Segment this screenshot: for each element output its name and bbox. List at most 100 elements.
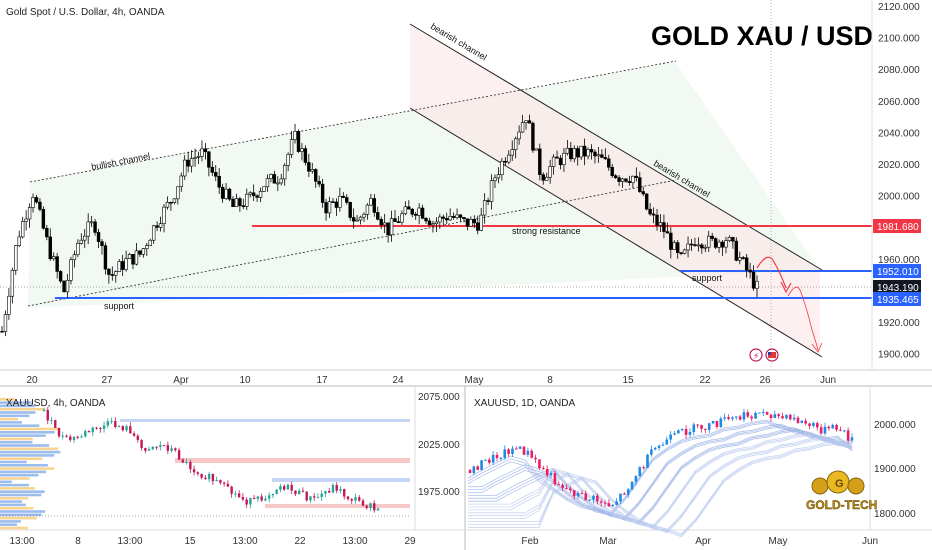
candle-body bbox=[310, 169, 314, 172]
ema-line bbox=[468, 425, 853, 520]
candle-body bbox=[314, 169, 318, 182]
volume-bar bbox=[0, 523, 17, 526]
candle-body bbox=[665, 231, 670, 234]
volume-profile bbox=[0, 398, 61, 530]
right-candle-body bbox=[673, 433, 676, 435]
candle-body bbox=[655, 214, 659, 226]
candle-body bbox=[624, 178, 628, 182]
volume-bar bbox=[0, 398, 15, 401]
right-candle-body bbox=[831, 424, 835, 429]
left-candle-body bbox=[72, 436, 76, 441]
volume-bar bbox=[0, 497, 29, 500]
right-candle-body bbox=[499, 457, 503, 459]
right-candle-body bbox=[796, 417, 800, 423]
volume-bar bbox=[0, 444, 50, 447]
candle-body bbox=[324, 202, 328, 214]
right-candle-body bbox=[650, 449, 653, 455]
right-candle-body bbox=[599, 501, 603, 503]
left-candle-body bbox=[46, 409, 49, 421]
right-candle-body bbox=[576, 493, 580, 497]
candle-body bbox=[127, 253, 132, 259]
right-candle-body bbox=[850, 437, 854, 441]
candle-body bbox=[500, 160, 504, 176]
candle-body bbox=[214, 172, 218, 177]
right-candle-body bbox=[515, 448, 518, 450]
chart-title: Gold Spot / U.S. Dollar, 4h, OANDA bbox=[6, 7, 165, 18]
right-candle-body bbox=[553, 473, 557, 485]
volume-bar bbox=[0, 434, 46, 437]
candle-body bbox=[110, 274, 115, 276]
right-candle-body bbox=[491, 454, 495, 463]
right-x-axis: Feb Mar Apr May Jun bbox=[521, 536, 878, 547]
right-x-tick: May bbox=[769, 536, 788, 547]
left-candle-body bbox=[207, 473, 211, 480]
left-x-tick: 22 bbox=[294, 536, 306, 547]
candle-body bbox=[331, 201, 335, 203]
right-candle-body bbox=[800, 420, 804, 423]
candle-body bbox=[376, 212, 380, 220]
candle-body bbox=[434, 221, 439, 225]
candle-body bbox=[327, 201, 332, 214]
left-panel-title: XAUUSD, 4h, OANDA bbox=[6, 398, 106, 409]
candle-body bbox=[644, 193, 649, 210]
candle-body bbox=[396, 221, 401, 223]
right-candle-body bbox=[835, 424, 838, 430]
left-candle-body bbox=[114, 421, 117, 428]
candle-body bbox=[669, 232, 673, 250]
candle-body bbox=[69, 259, 73, 281]
candle-body bbox=[617, 177, 621, 182]
candle-body bbox=[703, 246, 707, 249]
candle-body bbox=[55, 256, 59, 272]
candle-body bbox=[731, 237, 735, 242]
candle-body bbox=[131, 253, 135, 265]
right-candle-body bbox=[680, 429, 684, 431]
left-candle-body bbox=[181, 459, 185, 463]
candle-body bbox=[472, 219, 477, 224]
candle-body bbox=[393, 218, 397, 222]
candle-body bbox=[486, 200, 490, 202]
volume-bar bbox=[0, 414, 30, 418]
right-candle-body bbox=[684, 429, 688, 435]
candle-body bbox=[424, 218, 428, 222]
candle-body bbox=[672, 242, 676, 250]
left-candle-body bbox=[305, 491, 308, 501]
volume-bar bbox=[0, 470, 46, 474]
candle-body bbox=[579, 145, 583, 158]
ema-line bbox=[468, 440, 853, 535]
candle-body bbox=[62, 280, 66, 293]
y-tick-label: 2040.000 bbox=[878, 128, 920, 139]
lightning-event-icon[interactable] bbox=[749, 348, 763, 362]
svg-text:1952.010: 1952.010 bbox=[877, 267, 919, 278]
volume-bar bbox=[0, 480, 12, 484]
candle-body bbox=[603, 157, 608, 160]
candle-body bbox=[365, 204, 370, 215]
left-candle-body bbox=[159, 445, 162, 448]
left-candle-body bbox=[365, 505, 368, 508]
left-y-tick: 1975.000 bbox=[418, 487, 460, 498]
right-candle-body bbox=[623, 493, 626, 495]
candle-body bbox=[355, 219, 359, 222]
volume-bar bbox=[0, 516, 37, 520]
left-y-tick: 2075.000 bbox=[418, 392, 460, 403]
left-candle-body bbox=[373, 503, 376, 511]
candle-body bbox=[451, 216, 456, 218]
candle-body bbox=[65, 279, 70, 293]
right-candle-body bbox=[704, 428, 707, 430]
y-tick-label: 2000.000 bbox=[878, 192, 920, 203]
candle-body bbox=[431, 223, 435, 226]
candle-body bbox=[613, 175, 618, 178]
right-x-tick: Apr bbox=[695, 536, 711, 547]
left-candle-body bbox=[286, 484, 290, 490]
candle-body bbox=[317, 180, 321, 185]
ema-line bbox=[468, 429, 853, 524]
y-tick-label: 2020.000 bbox=[878, 160, 920, 171]
candle-body bbox=[58, 271, 63, 282]
left-candle-body bbox=[271, 493, 275, 496]
left-candle-body bbox=[328, 490, 331, 493]
left-candle-body bbox=[174, 448, 177, 451]
candle-body bbox=[417, 207, 421, 216]
right-candle-body bbox=[503, 449, 507, 458]
right-candle-body bbox=[468, 470, 472, 474]
volume-bar bbox=[0, 440, 33, 444]
candle-body bbox=[379, 219, 383, 226]
